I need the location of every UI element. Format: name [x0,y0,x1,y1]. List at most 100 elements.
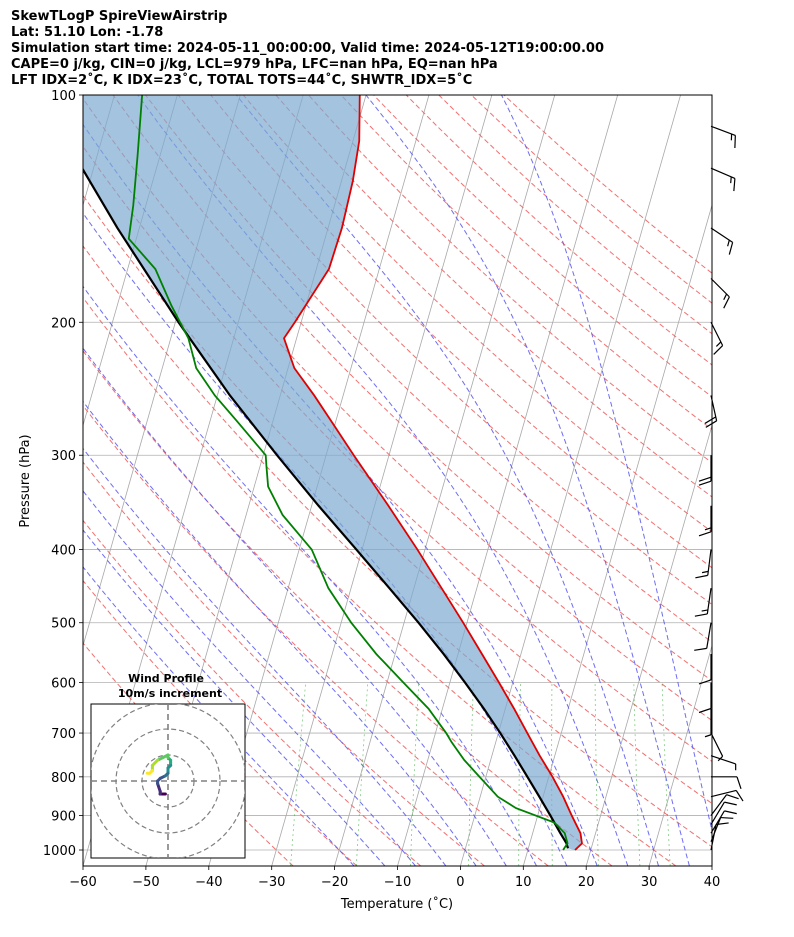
barb-full [698,679,712,685]
moist-adiabat [83,566,355,866]
barb-half [704,527,712,531]
barb-full [720,816,734,819]
wind-barb [698,505,712,537]
wind-barb [711,776,742,790]
dry-adiabat [177,95,712,606]
barb-staff [710,810,725,834]
barb-staff [710,227,733,243]
moist-adiabat [83,347,507,866]
barb-full [735,790,744,802]
barb-full [726,794,739,800]
barb-full [698,531,712,537]
x-tick-label: −60 [69,875,96,890]
moist-adiabat [365,95,690,866]
y-tick-label: 900 [51,809,76,824]
y-tick-label: 1000 [43,844,76,859]
barb-full [698,480,712,486]
x-tick-label: 20 [578,875,595,890]
barb-full [694,647,707,651]
chart-title-line-1: SkewTLogP SpireViewAirstrip [11,9,228,24]
barb-full [728,242,734,255]
barb-staff [710,167,736,179]
barb-staff [706,622,712,649]
wind-barb [698,653,712,685]
barb-staff [710,755,736,765]
chart-title-line-3: Simulation start time: 2024-05-11_00:00:… [11,41,604,56]
barb-full [724,801,737,806]
x-tick-label: 40 [704,875,721,890]
moist-adiabat [137,95,629,866]
barb-half [704,734,712,738]
temperature-line [283,95,583,851]
dry-adiabat [83,245,712,848]
barb-full [695,574,708,579]
barb-full [723,296,730,309]
barb-full [698,707,712,714]
moist-adiabat [83,400,477,866]
barb-staff [710,817,722,842]
y-tick-label: 700 [51,727,76,742]
dry-adiabat [83,296,677,866]
y-axis-label: Pressure (hPa) [18,434,33,527]
barb-full [698,476,712,482]
wind-barb [710,732,724,762]
y-tick-label: 100 [51,89,76,104]
moist-adiabat [83,529,386,866]
chart-title-line-4: CAPE=0 j/kg, CIN=0 j/kg, LCL=979 hPa, LF… [11,57,498,72]
barb-half [727,239,730,247]
profile-lines [83,95,583,851]
dry-adiabat [83,642,294,866]
isotherm [711,864,712,866]
x-tick-label: −20 [321,875,348,890]
wind-barb [710,167,736,192]
wind-barb [710,794,739,816]
cin-shaded-region [83,95,582,850]
barb-staff [710,794,728,816]
wind-barb [698,455,712,486]
barb-half [730,133,733,141]
x-tick-label: −10 [384,875,411,890]
barb-full [704,416,717,424]
dry-adiabat [83,519,422,866]
barb-half [701,570,709,574]
barb-half [723,293,728,300]
dry-adiabat [145,95,712,643]
isotherm [522,203,712,866]
chart-title-line-5: LFT IDX=2˚C, K IDX=23˚C, TOTAL TOTS=44˚C… [11,73,473,88]
x-tick-label: −30 [258,875,285,890]
dry-adiabat [83,579,358,866]
y-tick-label: 300 [51,449,76,464]
hodograph-subtitle: 10m/s increment [118,687,222,700]
barb-half [717,755,724,762]
wind-barb [710,816,734,842]
y-tick-label: 500 [51,617,76,632]
parcel-path-line [83,167,570,849]
mixing-ratio-line [290,682,307,866]
wind-barb [710,278,730,309]
barb-half [701,609,708,612]
barb-full [705,420,717,428]
barb-full [724,810,737,815]
barb-staff [710,278,730,298]
barb-staff [707,549,712,576]
barb-staff [710,801,725,825]
barb-staff [706,588,712,615]
moist-adiabat [83,490,416,866]
moist-adiabat [83,447,447,866]
wind-barb [694,588,712,617]
isotherm [271,95,493,866]
isotherm [585,423,712,866]
isotherm [648,644,712,866]
wind-barb [710,227,734,255]
mixing-ratio-line [409,682,420,866]
barb-half [735,763,737,771]
barb-full [736,776,742,790]
x-tick-label: 0 [456,875,464,890]
mixing-ratio-lines [290,682,671,866]
barb-half [715,341,722,347]
wind-barbs [694,125,744,851]
isotherm [775,95,794,866]
barb-full [734,135,736,149]
dry-adiabat [210,95,712,569]
